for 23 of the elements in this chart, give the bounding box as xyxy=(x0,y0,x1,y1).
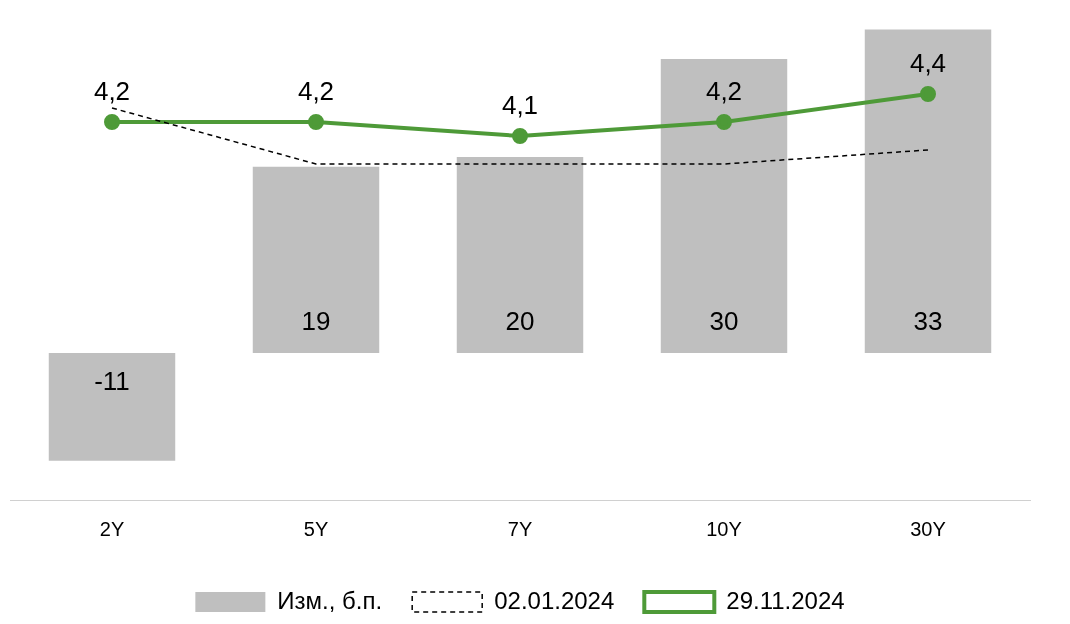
x-tick-label: 5Y xyxy=(303,517,329,540)
legend-label: 02.01.2024 xyxy=(494,586,615,614)
x-tick-label: 30Y xyxy=(910,517,946,540)
data-label: 30 xyxy=(709,306,739,337)
data-label: 4,2 xyxy=(93,76,131,107)
x-tick-label: 2Y xyxy=(99,517,125,540)
bar xyxy=(456,157,584,353)
bar xyxy=(252,166,380,353)
legend-label: Изм., б.п. xyxy=(277,586,383,614)
x-tick-label: 7Y xyxy=(507,517,533,540)
data-label: 4,2 xyxy=(705,76,743,107)
data-label: 33 xyxy=(913,306,943,337)
data-label: 20 xyxy=(505,306,535,337)
legend-label: 29.11.2024 xyxy=(726,586,845,614)
data-label: 4,4 xyxy=(909,48,947,79)
bar xyxy=(660,59,788,353)
bar xyxy=(864,29,992,353)
x-tick-label: 10Y xyxy=(706,517,742,540)
data-label: 19 xyxy=(301,306,331,337)
data-label: 4,2 xyxy=(297,76,335,107)
bar xyxy=(48,353,176,461)
data-label: -11 xyxy=(94,366,130,397)
data-label: 4,1 xyxy=(501,90,539,121)
